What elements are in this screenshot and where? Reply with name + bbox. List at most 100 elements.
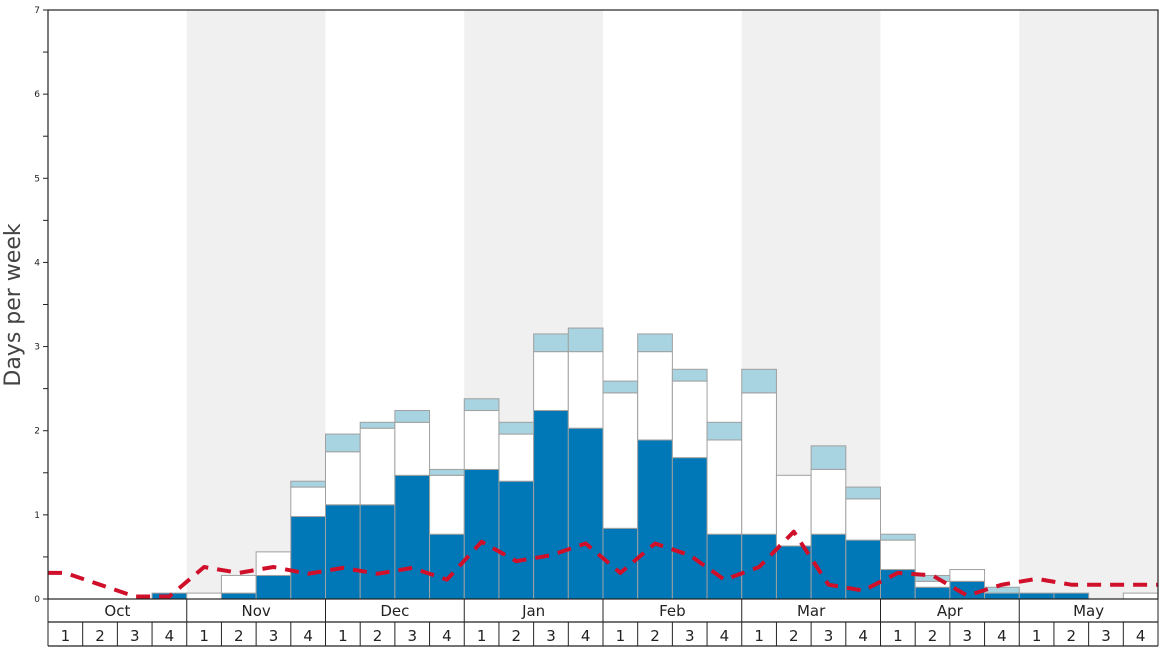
bar-segment: [845, 486, 881, 500]
month-label: Dec: [380, 602, 409, 620]
week-label: 1: [1032, 627, 1042, 645]
week-label: 1: [754, 627, 764, 645]
bar-segment: [775, 545, 812, 600]
y-tick-label: 1: [34, 511, 40, 521]
bar-segment: [984, 592, 1020, 600]
bar-segment: [671, 380, 708, 459]
bar-segment: [429, 533, 465, 600]
bar-segment: [359, 421, 396, 429]
week-label: 2: [234, 627, 244, 645]
week-label: 3: [685, 627, 695, 645]
bar-segment: [255, 574, 292, 600]
week-label: 2: [928, 627, 938, 645]
bar-segment: [533, 333, 569, 353]
bar-segment: [567, 351, 604, 429]
bar-segment: [914, 586, 951, 600]
bar-segment: [602, 527, 639, 600]
bar-segment: [290, 516, 326, 600]
bar-segment: [325, 451, 361, 506]
month-label: May: [1073, 602, 1104, 620]
trend-line-layer: [48, 529, 1158, 599]
bar-segment: [845, 498, 881, 541]
bars-layer: [151, 327, 1159, 600]
bar-segment: [394, 410, 431, 423]
y-tick-label: 6: [34, 90, 40, 100]
week-label: 3: [407, 627, 417, 645]
week-label: 2: [650, 627, 660, 645]
trend-line: [48, 529, 1158, 599]
bar-segment: [671, 457, 708, 600]
bar-segment: [394, 474, 431, 600]
week-label: 2: [95, 627, 105, 645]
bar-segment: [949, 569, 986, 582]
week-label: 4: [303, 627, 313, 645]
bar-segment: [810, 468, 847, 535]
week-label: 1: [477, 627, 487, 645]
month-label: Mar: [797, 602, 826, 620]
week-label: 1: [616, 627, 626, 645]
month-label: Feb: [659, 602, 686, 620]
y-tick-label: 7: [34, 6, 40, 16]
y-axis-label: Days per week: [1, 223, 26, 386]
bar-segment: [290, 480, 326, 488]
week-label: 3: [546, 627, 556, 645]
bar-segment: [463, 468, 500, 600]
bar-segment: [1018, 592, 1055, 600]
bar-segment: [220, 592, 257, 600]
bar-segment: [359, 427, 396, 506]
bar-segment: [706, 439, 743, 535]
bar-segment: [637, 333, 673, 353]
axes-layer: 0 1 2 3 4 5 6 7 Oct Nov Dec Jan Feb Mar Apr May 1 2 3 4 1 2 3 4…: [34, 6, 1159, 647]
bar-segment: [533, 410, 569, 600]
bar-segment: [810, 445, 847, 470]
bar-segment: [637, 351, 673, 441]
week-label: 4: [858, 627, 868, 645]
bar-segment: [325, 504, 361, 600]
bar-segment: [429, 474, 465, 535]
bar-segment: [984, 586, 1020, 594]
bar-segment: [498, 421, 535, 435]
week-label: 1: [338, 627, 348, 645]
bar-segment: [394, 421, 431, 476]
y-tick-label: 5: [34, 174, 40, 184]
bar-segment: [567, 427, 604, 600]
bar-segment: [463, 398, 500, 412]
month-label: Oct: [104, 602, 130, 620]
bar-segment: [880, 539, 916, 571]
bar-segment: [186, 592, 222, 600]
bar-segment: [498, 433, 535, 482]
week-label: 3: [1101, 627, 1111, 645]
week-label: 3: [824, 627, 834, 645]
week-label: 3: [269, 627, 279, 645]
bar-segment: [741, 392, 777, 535]
bar-segment: [741, 368, 777, 394]
week-label: 3: [130, 627, 140, 645]
week-label: 4: [720, 627, 730, 645]
bar-segment: [706, 533, 743, 600]
week-label: 4: [581, 627, 591, 645]
y-tick-label: 3: [34, 343, 40, 353]
bar-segment: [602, 392, 639, 529]
bar-segment: [533, 351, 569, 412]
bar-segment: [255, 551, 292, 576]
week-label: 4: [442, 627, 452, 645]
bar-segment: [880, 533, 916, 541]
month-band-may: [1019, 10, 1158, 599]
bar-segment: [290, 486, 326, 518]
month-label: Nov: [241, 602, 270, 620]
bar-segment: [567, 327, 604, 353]
bar-segment: [775, 474, 812, 547]
week-label: 3: [962, 627, 972, 645]
bar-segment: [637, 439, 673, 600]
bar-segment: [325, 433, 361, 453]
week-label: 2: [373, 627, 383, 645]
week-label: 2: [789, 627, 799, 645]
bar-segment: [463, 410, 500, 470]
month-bands: [186, 10, 1158, 599]
bar-segment: [498, 480, 535, 600]
y-tick-label: 4: [34, 258, 40, 268]
month-label: Jan: [521, 602, 545, 620]
week-label: 2: [1067, 627, 1077, 645]
